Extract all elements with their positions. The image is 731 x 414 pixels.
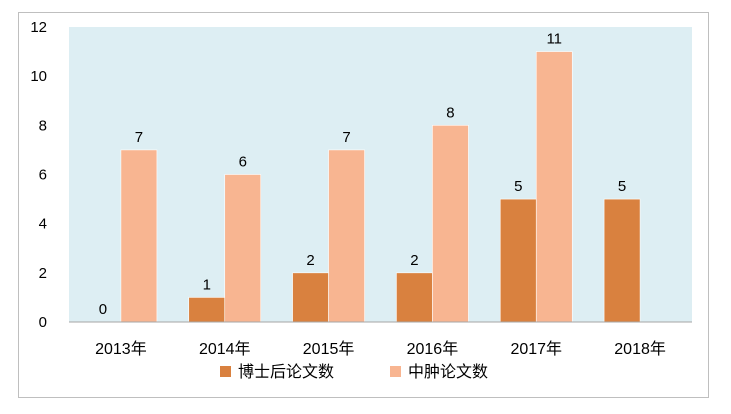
y-axis: 0 2 4 6 8 10 12: [30, 19, 47, 331]
y-tick-label: 6: [39, 167, 47, 184]
plot-area: [69, 27, 692, 322]
legend-swatch: [220, 366, 231, 377]
bars: [120, 51, 641, 323]
bar-zhongzhong-2016年: [432, 125, 469, 323]
data-labels: 0 7 1 6 2 7 2 8 5 11 5: [99, 31, 627, 318]
y-tick-label: 4: [39, 216, 47, 233]
legend: 博士后论文数 中肿论文数: [220, 363, 488, 381]
bar-postdoc-2016年: [396, 272, 433, 323]
bar-zhongzhong-2015年: [328, 149, 365, 323]
data-label: 7: [342, 129, 350, 146]
bar-zhongzhong-2013年: [120, 149, 158, 323]
legend-label: 博士后论文数: [238, 363, 334, 381]
data-label: 5: [618, 178, 626, 195]
x-tick-label: 2014年: [199, 340, 251, 358]
y-tick-label: 2: [39, 265, 47, 282]
y-tick-label: 0: [39, 314, 47, 331]
x-axis: 2013年 2014年 2015年 2016年 2017年 2018年: [95, 340, 666, 358]
data-label: 7: [135, 129, 143, 146]
legend-item: 博士后论文数: [220, 363, 334, 381]
x-tick-label: 2016年: [407, 340, 459, 358]
bar-postdoc-2014年: [188, 297, 226, 323]
bar-postdoc-2017年: [499, 198, 537, 323]
data-label: 2: [306, 252, 314, 269]
legend-label: 中肿论文数: [408, 363, 488, 381]
x-tick-label: 2015年: [303, 340, 355, 358]
data-label: 6: [239, 154, 247, 171]
x-tick-label: 2017年: [510, 340, 562, 358]
legend-swatch: [390, 366, 401, 377]
x-tick-label: 2018年: [614, 340, 666, 358]
y-tick-label: 10: [30, 68, 47, 85]
y-tick-label: 8: [39, 117, 47, 134]
bar-postdoc-2015年: [292, 272, 329, 323]
data-label: 5: [514, 178, 522, 195]
bar-zhongzhong-2014年: [224, 174, 262, 323]
data-label: 8: [446, 104, 454, 121]
data-label: 0: [99, 301, 107, 318]
y-tick-label: 12: [30, 19, 47, 36]
bar-postdoc-2018年: [603, 198, 641, 323]
legend-item: 中肿论文数: [390, 363, 488, 381]
x-tick-label: 2013年: [95, 340, 147, 358]
data-label: 11: [546, 31, 562, 48]
bar-zhongzhong-2017年: [535, 51, 573, 323]
data-label: 1: [203, 276, 211, 293]
data-label: 2: [410, 252, 418, 269]
